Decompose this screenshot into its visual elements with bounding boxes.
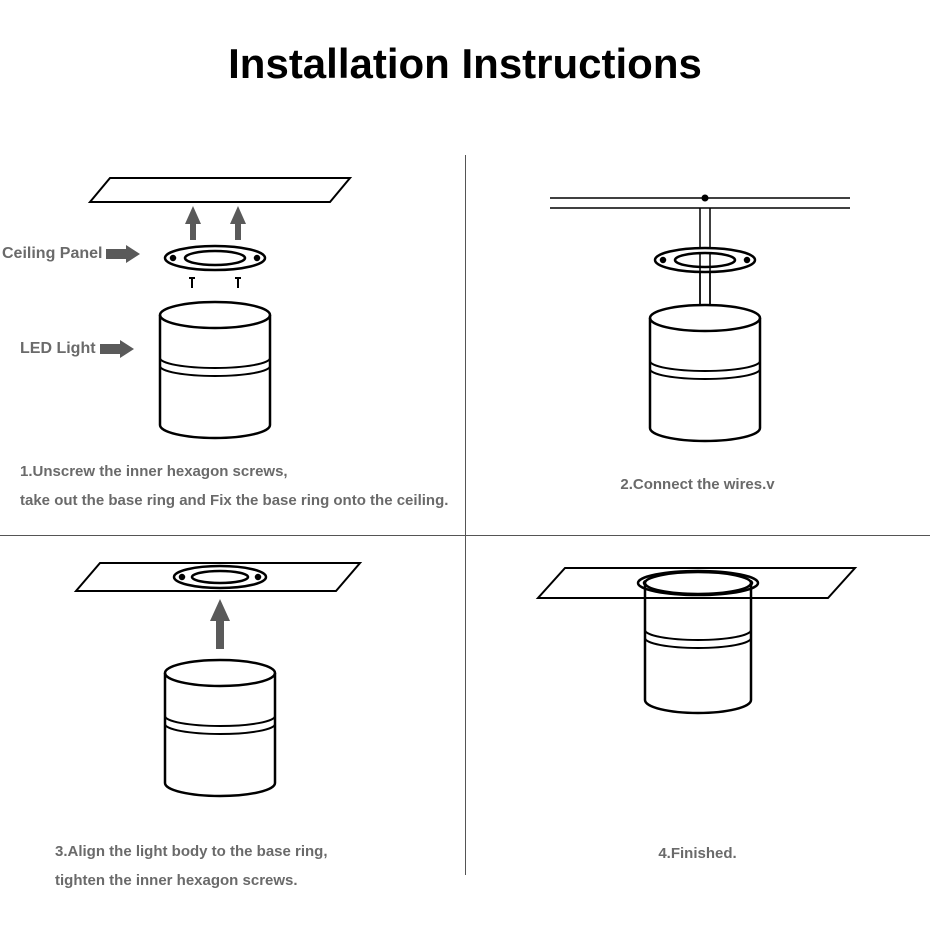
step-4-line1: 4.Finished. <box>465 840 930 869</box>
ceiling-panel-label: Ceiling Panel <box>2 245 140 263</box>
page-title: Installation Instructions <box>0 0 930 88</box>
ceiling-panel-text: Ceiling Panel <box>2 245 102 263</box>
step1-diagram <box>70 170 440 450</box>
instruction-grid: Ceiling Panel LED Light 1.Unscrew the in… <box>0 155 930 930</box>
step3-diagram <box>60 555 410 815</box>
step-4-cell: 4.Finished. <box>465 535 930 930</box>
step-3-caption: 3.Align the light body to the base ring,… <box>55 838 328 895</box>
step-2-caption: 2.Connect the wires.v <box>465 471 930 500</box>
step-3-line2: tighten the inner hexagon screws. <box>55 867 328 896</box>
step-1-caption: 1.Unscrew the inner hexagon screws, take… <box>20 458 448 515</box>
arrow-right-icon <box>100 340 134 358</box>
step2-diagram <box>545 180 865 460</box>
step-1-cell: Ceiling Panel LED Light 1.Unscrew the in… <box>0 155 465 535</box>
step-1-line2: take out the base ring and Fix the base … <box>20 487 448 516</box>
step4-diagram <box>520 560 880 790</box>
led-light-label: LED Light <box>20 340 134 358</box>
step-2-cell: 2.Connect the wires.v <box>465 155 930 535</box>
step-3-cell: 3.Align the light body to the base ring,… <box>0 535 465 930</box>
step-4-caption: 4.Finished. <box>465 840 930 869</box>
step-1-line1: 1.Unscrew the inner hexagon screws, <box>20 458 448 487</box>
arrow-right-icon <box>106 245 140 263</box>
step-3-line1: 3.Align the light body to the base ring, <box>55 838 328 867</box>
step-2-line1: 2.Connect the wires.v <box>465 471 930 500</box>
led-light-text: LED Light <box>20 340 96 358</box>
